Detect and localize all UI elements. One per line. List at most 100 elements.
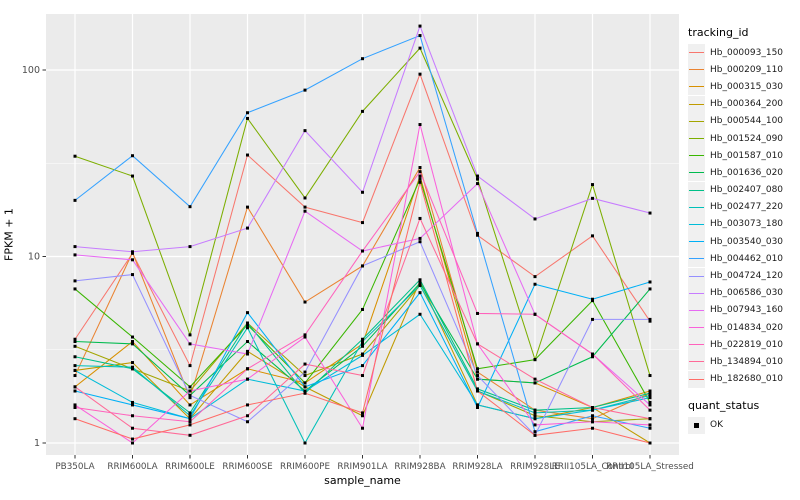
legend-item-Hb_000315_030: Hb_000315_030 — [688, 78, 798, 96]
data-point-Hb_002407_080 — [188, 411, 192, 415]
data-point-Hb_001587_010 — [648, 400, 652, 404]
legend-color-line — [689, 309, 704, 311]
data-point-Hb_022819_010 — [188, 420, 192, 424]
data-point-Hb_001587_010 — [476, 367, 479, 371]
x-tick-label: RRIM600PE — [280, 462, 330, 472]
legend: tracking_id Hb_000093_150 Hb_000209_110 Hb… — [688, 26, 798, 434]
data-point-Hb_000093_150 — [533, 275, 537, 279]
legend-item-Hb_022819_010: Hb_022819_010 — [688, 336, 798, 354]
legend-item-Hb_000209_110: Hb_000209_110 — [688, 61, 798, 79]
data-point-Hb_006586_030 — [303, 129, 307, 133]
data-point-Hb_007943_160 — [648, 403, 652, 407]
data-point-Hb_182680_010 — [591, 426, 594, 430]
quant-status-legend: quant_status OK — [688, 399, 798, 434]
data-point-Hb_000315_030 — [361, 342, 364, 346]
x-tick-label: RRIM600LE — [165, 462, 215, 472]
data-point-Hb_182680_010 — [73, 417, 77, 421]
data-point-Hb_004724_120 — [591, 317, 594, 321]
data-point-Hb_003073_180 — [533, 417, 537, 421]
data-point-Hb_004724_120 — [131, 273, 134, 277]
legend-item-label: Hb_182680_010 — [710, 374, 784, 385]
data-point-Hb_134894_010 — [361, 374, 364, 378]
legend-color-line — [689, 52, 704, 54]
legend-item-label: Hb_004462_010 — [710, 253, 784, 264]
data-point-Hb_000544_100 — [303, 374, 307, 378]
x-tick-label: RRII105LA_Control — [552, 462, 634, 472]
legend-items: Hb_000093_150 Hb_000209_110 Hb_000315_030 H… — [688, 44, 798, 388]
data-point-Hb_002407_080 — [533, 408, 537, 412]
data-point-Hb_134894_010 — [246, 414, 249, 418]
legend-item-Hb_134894_010: Hb_134894_010 — [688, 353, 798, 371]
y-tick-label: 1 — [34, 438, 40, 449]
legend-item-label: Hb_014834_020 — [710, 322, 784, 333]
data-point-Hb_022819_010 — [418, 170, 422, 174]
data-point-Hb_001636_020 — [131, 342, 134, 346]
data-point-Hb_182680_010 — [476, 389, 479, 393]
legend-key — [688, 95, 705, 113]
data-point-Hb_001636_020 — [246, 340, 249, 344]
data-point-Hb_014834_020 — [188, 389, 192, 393]
data-point-Hb_003073_180 — [476, 403, 479, 407]
data-point-Hb_001524_090 — [303, 196, 307, 200]
data-point-Hb_022819_010 — [131, 414, 134, 418]
legend-key — [688, 416, 705, 434]
data-point-Hb_134894_010 — [73, 385, 77, 389]
data-point-Hb_001524_090 — [361, 109, 364, 113]
data-point-Hb_006586_030 — [591, 196, 594, 200]
data-point-Hb_000364_200 — [361, 414, 364, 418]
data-point-Hb_022819_010 — [303, 333, 307, 337]
data-point-Hb_014834_020 — [418, 123, 422, 127]
data-point-Hb_004462_010 — [73, 198, 77, 202]
data-point-Hb_000209_110 — [303, 300, 307, 304]
data-point-Hb_003073_180 — [648, 396, 652, 400]
data-point-Hb_134894_010 — [188, 433, 192, 437]
data-point-Hb_182680_010 — [418, 180, 422, 184]
data-point-Hb_000093_150 — [648, 319, 652, 323]
data-point-Hb_000315_030 — [648, 389, 652, 393]
data-point-Hb_004462_010 — [188, 205, 192, 209]
legend-color-line — [689, 344, 704, 346]
data-point-Hb_000209_110 — [591, 417, 594, 421]
data-point-Hb_000544_100 — [73, 344, 77, 348]
legend-item-label: Hb_022819_010 — [710, 339, 784, 350]
x-tick-label: RRIM928LE — [510, 462, 560, 472]
data-point-Hb_003073_180 — [361, 353, 364, 357]
legend-item-label: Hb_004724_120 — [710, 271, 784, 282]
x-tick-label: RRIM600LA — [107, 462, 157, 472]
legend-item-Hb_001636_020: Hb_001636_020 — [688, 164, 798, 182]
data-point-Hb_182680_010 — [361, 411, 364, 415]
data-point-Hb_003540_030 — [648, 280, 652, 284]
data-point-Hb_000093_150 — [591, 234, 594, 238]
data-point-Hb_000209_110 — [188, 396, 192, 400]
legend-item-Hb_004462_010: Hb_004462_010 — [688, 250, 798, 268]
data-point-Hb_182680_010 — [303, 391, 307, 395]
legend-color-line — [689, 155, 704, 157]
data-point-Hb_001587_010 — [131, 335, 134, 339]
legend-color-line — [689, 138, 704, 140]
data-point-Hb_001587_010 — [361, 307, 364, 311]
data-point-Hb_004462_010 — [361, 57, 364, 61]
data-point-Hb_014834_020 — [591, 420, 594, 424]
legend-key — [688, 61, 705, 79]
data-point-Hb_014834_020 — [303, 335, 307, 339]
data-point-Hb_004462_010 — [476, 231, 479, 235]
data-point-Hb_022819_010 — [533, 312, 537, 316]
legend-key — [688, 147, 705, 165]
legend-title-quant-status: quant_status — [688, 398, 760, 412]
legend-item-Hb_000093_150: Hb_000093_150 — [688, 44, 798, 62]
data-point-Hb_001524_090 — [476, 177, 479, 181]
data-point-Hb_006586_030 — [648, 211, 652, 215]
legend-item-label: Hb_006586_030 — [710, 288, 784, 299]
legend-key — [688, 301, 705, 319]
legend-item-label: Hb_001524_090 — [710, 133, 784, 144]
data-point-Hb_006586_030 — [73, 245, 77, 249]
data-point-Hb_001524_090 — [73, 154, 77, 158]
data-point-Hb_002407_080 — [246, 321, 249, 325]
data-point-Hb_001587_010 — [188, 385, 192, 389]
data-point-Hb_134894_010 — [476, 342, 479, 346]
data-point-Hb_003073_180 — [591, 408, 594, 412]
data-point-Hb_003540_030 — [188, 417, 192, 421]
data-point-Hb_006586_030 — [533, 217, 537, 221]
legend-item-label: Hb_001636_020 — [710, 167, 784, 178]
